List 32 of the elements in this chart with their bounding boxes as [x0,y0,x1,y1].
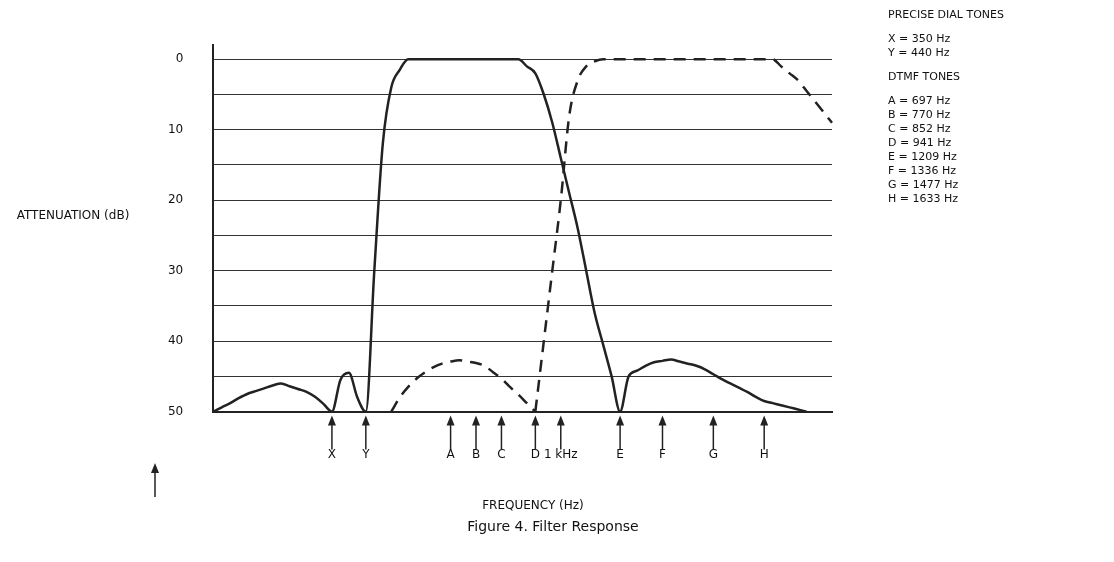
y-tick-label: 50 [167,403,184,418]
x-tick-label: Y [361,446,371,461]
y-tick-label: 20 [167,192,184,207]
y-tick-label: 40 [167,333,184,348]
x-tick-label: B [471,446,481,461]
y-tick-label: 30 [167,262,184,277]
x-tick-label: D [530,446,540,461]
text: F = 1336 Hz [888,164,958,178]
x-tick-label: G [708,446,718,461]
text: D = 941 Hz [888,136,953,150]
text: DTMF TONES [888,70,962,84]
y-tick-label: 10 [167,121,184,136]
x-tick-label: X [327,446,337,461]
text: C = 852 Hz [888,122,952,136]
y-tick-label: 0 [175,51,184,66]
text: G = 1477 Hz [888,178,960,192]
x-tick-label: H [759,446,769,461]
text: B = 770 Hz [888,108,952,122]
x-tick-label: F [659,446,667,461]
text: PRECISE DIAL TONES [888,8,1005,22]
text: Figure 4. Filter Response [466,518,640,534]
x-tick-label: E [616,446,624,461]
text: A = 697 Hz [888,94,952,108]
x-tick-label: C [497,446,506,461]
text: X = 350 Hz [888,32,952,46]
x-tick-label: 1 kHz [543,446,578,461]
x-axis-title: FREQUENCY (Hz) [481,498,585,512]
text: H = 1633 Hz [888,192,960,206]
y-axis-title: ATTENUATION (dB) [15,207,131,222]
text: Y = 440 Hz [888,46,951,60]
x-tick-label: A [446,446,456,461]
text: E = 1209 Hz [888,150,958,164]
